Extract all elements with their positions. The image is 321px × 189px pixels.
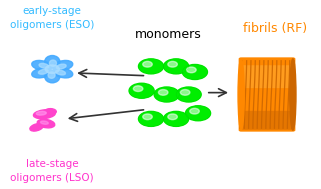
Ellipse shape: [40, 121, 48, 124]
Ellipse shape: [48, 72, 55, 78]
Ellipse shape: [238, 59, 244, 130]
Ellipse shape: [37, 119, 55, 128]
Ellipse shape: [45, 70, 60, 83]
FancyBboxPatch shape: [241, 65, 292, 88]
Text: fibrils (RF): fibrils (RF): [243, 22, 307, 35]
Circle shape: [164, 111, 189, 126]
Circle shape: [176, 87, 201, 102]
Ellipse shape: [53, 68, 73, 78]
Circle shape: [143, 114, 152, 120]
Ellipse shape: [56, 64, 66, 69]
Circle shape: [45, 65, 59, 73]
Circle shape: [129, 83, 154, 98]
Ellipse shape: [33, 110, 56, 119]
FancyBboxPatch shape: [242, 111, 292, 130]
Ellipse shape: [49, 60, 56, 66]
Circle shape: [190, 108, 199, 114]
Ellipse shape: [45, 56, 60, 68]
Circle shape: [187, 67, 196, 73]
Circle shape: [143, 61, 152, 67]
Circle shape: [182, 64, 207, 80]
Ellipse shape: [39, 63, 49, 68]
Circle shape: [164, 59, 189, 74]
Circle shape: [138, 59, 164, 74]
Text: monomers: monomers: [135, 28, 202, 41]
Circle shape: [133, 86, 143, 91]
Circle shape: [159, 90, 168, 95]
Circle shape: [168, 61, 177, 67]
Ellipse shape: [39, 69, 48, 74]
Text: early-stage
oligomers (ESO): early-stage oligomers (ESO): [10, 6, 94, 29]
Ellipse shape: [32, 68, 52, 78]
Circle shape: [186, 106, 211, 121]
Ellipse shape: [290, 59, 296, 130]
FancyBboxPatch shape: [239, 57, 295, 132]
Circle shape: [180, 90, 190, 95]
Ellipse shape: [36, 111, 46, 115]
Circle shape: [168, 114, 177, 120]
Circle shape: [154, 87, 179, 102]
Text: late-stage
oligomers (LSO): late-stage oligomers (LSO): [11, 160, 94, 183]
Ellipse shape: [30, 124, 43, 131]
Ellipse shape: [53, 60, 73, 70]
Ellipse shape: [32, 60, 52, 70]
Ellipse shape: [56, 70, 65, 75]
Ellipse shape: [45, 109, 56, 114]
Circle shape: [138, 111, 164, 126]
